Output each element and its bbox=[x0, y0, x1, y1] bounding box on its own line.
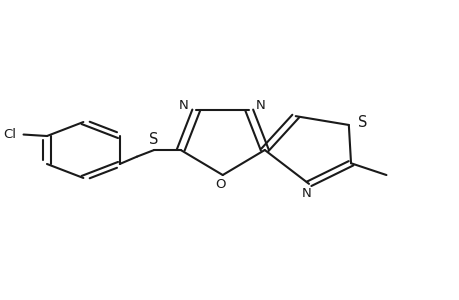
Text: N: N bbox=[301, 187, 311, 200]
Text: S: S bbox=[149, 132, 158, 147]
Text: N: N bbox=[179, 99, 188, 112]
Text: S: S bbox=[358, 115, 367, 130]
Text: N: N bbox=[255, 99, 265, 112]
Text: O: O bbox=[215, 178, 225, 191]
Text: Cl: Cl bbox=[3, 128, 16, 141]
